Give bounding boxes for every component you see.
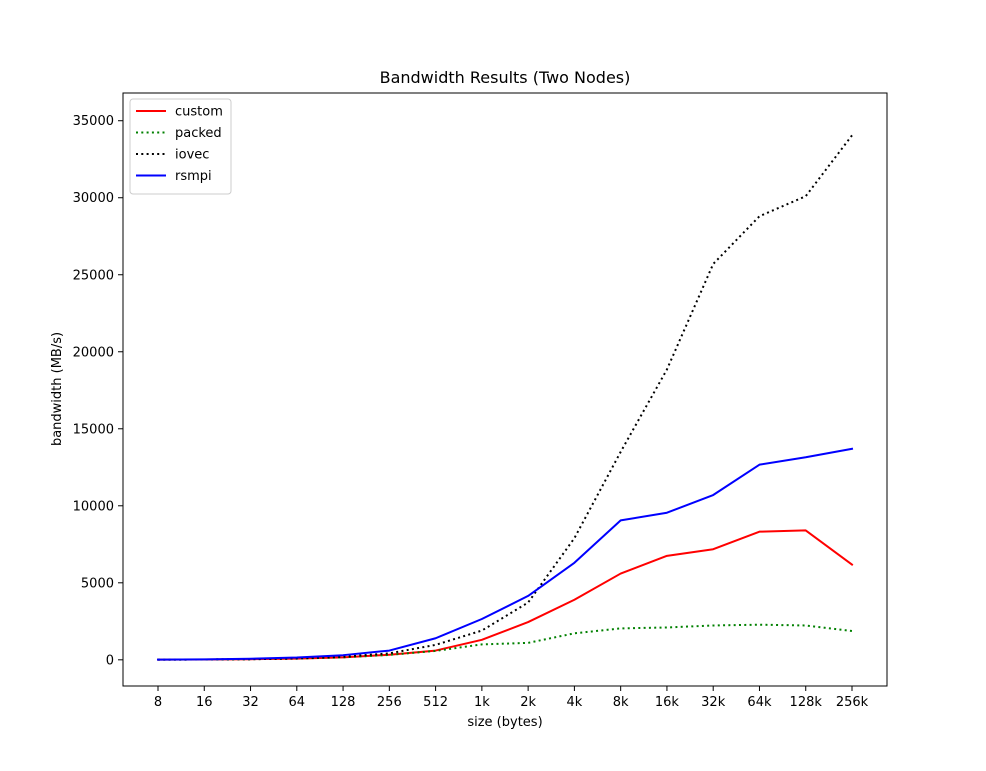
x-tick-label: 4k	[566, 695, 582, 710]
x-tick-label: 512	[423, 695, 448, 710]
x-axis-label: size (bytes)	[467, 715, 542, 730]
x-tick-label: 256k	[836, 695, 869, 710]
legend-box	[129, 98, 232, 195]
plot-frame	[122, 92, 888, 687]
y-tick-label: 30000	[73, 191, 114, 206]
y-tick-label: 20000	[73, 345, 114, 360]
x-tick-label: 256	[377, 695, 402, 710]
x-tick-label: 32k	[701, 695, 726, 710]
x-tick-label: 1k	[474, 695, 490, 710]
x-tick-label: 128	[331, 695, 356, 710]
series-line-rsmpi	[156, 447, 854, 661]
y-tick-label: 35000	[73, 114, 114, 129]
legend-label-custom: custom	[175, 105, 223, 120]
x-tick-label: 128k	[790, 695, 823, 710]
y-tick-label: 0	[106, 653, 114, 668]
legend-label-rsmpi: rsmpi	[175, 169, 212, 184]
x-tick-label: 16	[196, 695, 213, 710]
legend-label-iovec: iovec	[175, 148, 209, 163]
y-tick-label: 10000	[73, 499, 114, 514]
axes-layer: 8 16 32 64 128 256 512 1k 2k 4k 8k 16k 32k 64k 128k 256…	[73, 92, 888, 710]
x-tick-label: 32	[242, 695, 259, 710]
y-tick-label: 15000	[73, 422, 114, 437]
x-tick-label: 64k	[747, 695, 772, 710]
series-line-iovec	[157, 134, 853, 661]
x-tick-label: 16k	[655, 695, 680, 710]
y-tick-label: 25000	[73, 268, 114, 283]
series-layer	[156, 134, 854, 661]
y-tick-label: 5000	[81, 576, 114, 591]
x-tick-label: 8k	[613, 695, 629, 710]
x-tick-label: 2k	[520, 695, 536, 710]
legend: custom packed iovec rsmpi	[129, 98, 232, 195]
legend-label-packed: packed	[175, 126, 222, 141]
chart-title: Bandwidth Results (Two Nodes)	[380, 68, 631, 87]
x-tick-label: 8	[154, 695, 162, 710]
x-tick-label: 64	[289, 695, 306, 710]
y-axis-label: bandwidth (MB/s)	[50, 332, 65, 446]
